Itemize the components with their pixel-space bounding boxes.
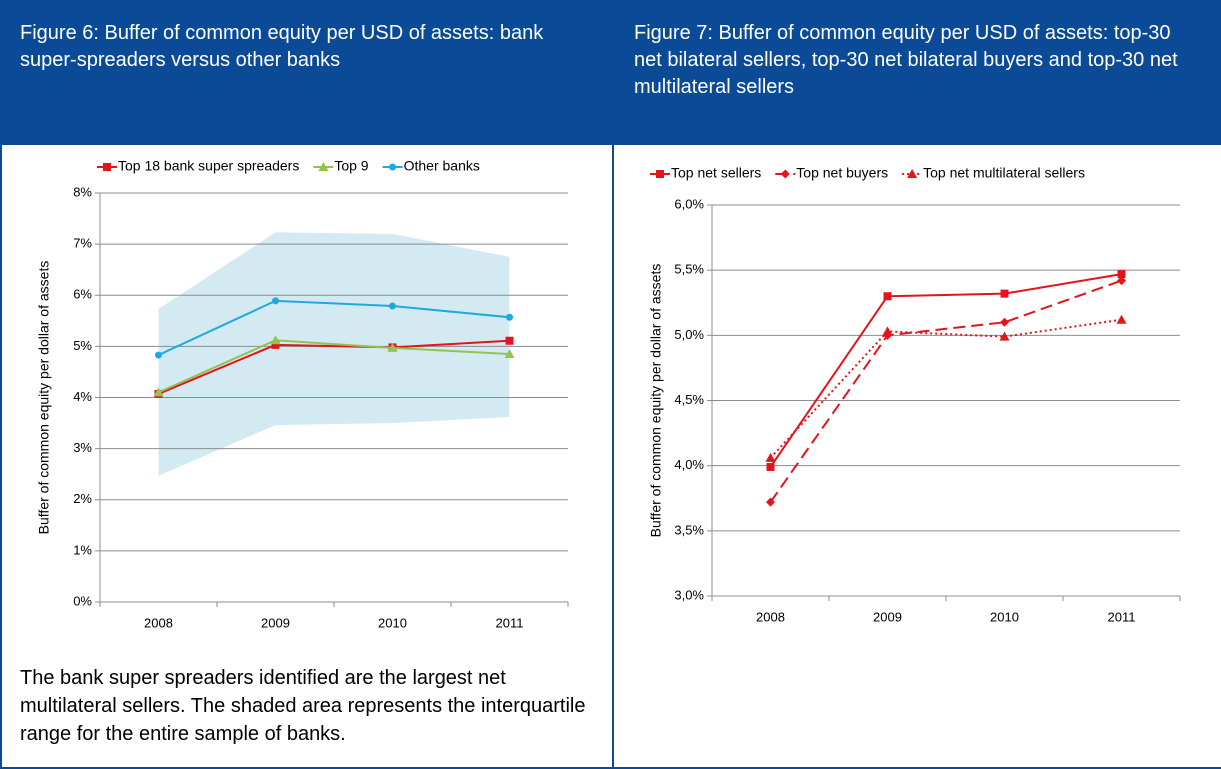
y-tick-label: 6% (73, 287, 92, 302)
marker (387, 342, 398, 352)
y-tick-label: 5,5% (674, 262, 704, 277)
legend-label: Top net sellers (671, 165, 761, 181)
marker (1117, 276, 1126, 286)
x-tick-label: 2011 (1108, 609, 1136, 624)
legend-label: Top 18 bank super spreaders (118, 158, 299, 174)
marker (999, 331, 1010, 341)
y-tick-label: 2% (73, 491, 92, 506)
legend-label: Top net buyers (796, 165, 888, 181)
x-tick-label: 2009 (873, 609, 902, 624)
x-tick-label: 2010 (378, 615, 407, 630)
y-tick-label: 8% (73, 184, 92, 199)
series-line (769, 273, 1122, 468)
y-tick-label: 0% (73, 593, 92, 608)
y-tick-label: 4,5% (674, 392, 704, 407)
figure-title: Figure 6: Buffer of common equity per US… (0, 0, 612, 145)
legend-label: Top 9 (334, 158, 368, 174)
series-line (769, 279, 1122, 503)
y-tick-label: 3% (73, 440, 92, 455)
marker (883, 292, 892, 301)
marker (271, 340, 280, 349)
y-tick-label: 5,0% (674, 327, 704, 342)
marker (153, 387, 164, 397)
legend-label: Top net multilateral sellers (923, 165, 1085, 181)
series-line (158, 299, 510, 356)
marker (766, 462, 775, 471)
legend-label: Other banks (404, 158, 480, 174)
y-tick-label: 1% (73, 542, 92, 557)
figure-note: The bank super spreaders identified are … (20, 667, 586, 745)
marker (766, 497, 775, 507)
marker (765, 452, 776, 462)
marker (389, 163, 397, 171)
marker (389, 302, 396, 310)
x-tick-label: 2008 (756, 609, 785, 624)
series-line (769, 318, 1122, 459)
marker (1116, 314, 1127, 324)
x-tick-label: 2008 (144, 615, 173, 630)
x-tick-label: 2009 (261, 615, 290, 630)
marker (1000, 289, 1009, 298)
figure-title: Figure 7: Buffer of common equity per US… (614, 0, 1221, 145)
series-line (158, 339, 510, 395)
y-tick-label: 7% (73, 236, 92, 251)
marker (272, 297, 279, 305)
y-tick-label: 6,0% (674, 196, 704, 211)
x-tick-label: 2011 (496, 615, 524, 630)
marker (103, 163, 111, 171)
marker (882, 326, 893, 336)
marker (318, 162, 329, 171)
marker (504, 349, 515, 359)
y-tick-label: 4% (73, 389, 92, 404)
marker (907, 169, 918, 178)
marker (1000, 317, 1009, 327)
series-line (158, 339, 510, 394)
marker (780, 169, 790, 179)
marker (506, 313, 513, 321)
marker (505, 336, 514, 345)
x-tick-label: 2010 (990, 609, 1019, 624)
y-axis-label: Buffer of common equity per dollar of as… (648, 264, 664, 538)
y-tick-label: 3,5% (674, 522, 704, 537)
y-tick-label: 3,0% (674, 587, 704, 602)
marker (656, 170, 664, 178)
marker (270, 335, 281, 345)
interquartile-area (158, 232, 510, 476)
marker (1117, 270, 1126, 279)
y-tick-label: 5% (73, 338, 92, 353)
marker (155, 351, 162, 359)
y-axis-label: Buffer of common equity per dollar of as… (36, 261, 52, 535)
y-tick-label: 4,0% (674, 457, 704, 472)
